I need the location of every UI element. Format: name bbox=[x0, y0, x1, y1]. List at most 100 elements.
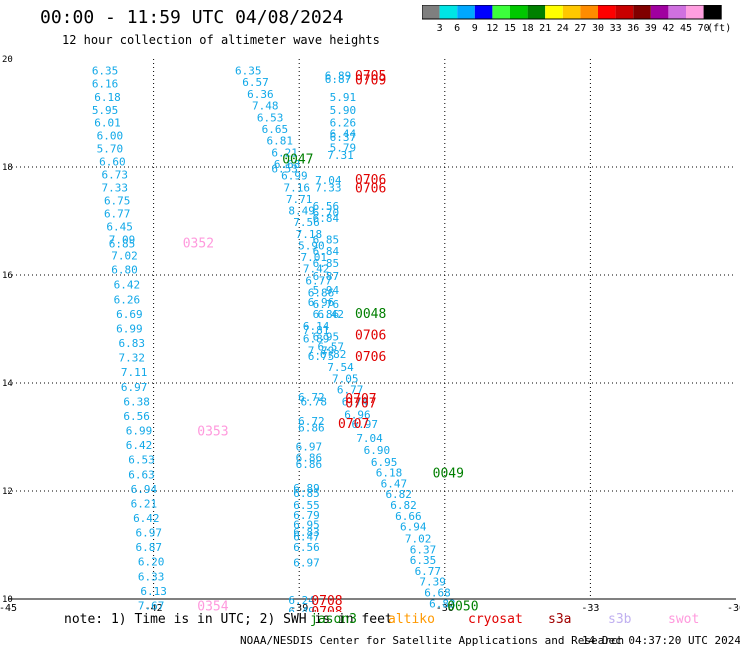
x-tick-label: -42 bbox=[145, 603, 163, 612]
color-swatch bbox=[562, 5, 581, 19]
color-swatch bbox=[686, 5, 704, 19]
pass-time-label: 0047 bbox=[282, 152, 313, 167]
color-swatch bbox=[615, 5, 634, 19]
swh-value-label: 7.32 bbox=[119, 352, 146, 365]
swh-value-label: 6.83 bbox=[293, 526, 320, 539]
color-swatch bbox=[633, 5, 651, 19]
swh-value-label: 6.74 bbox=[342, 395, 369, 408]
swh-value-label: 6.21 bbox=[271, 146, 298, 159]
swh-value-label: 6.68 bbox=[424, 587, 451, 600]
swh-value-label: 7.16 bbox=[284, 182, 311, 195]
color-swatch bbox=[422, 5, 440, 19]
colorbar-label: 9 bbox=[472, 23, 478, 34]
swh-value-label: 6.72 bbox=[298, 391, 325, 404]
swh-value-label: 6.57 bbox=[317, 340, 344, 353]
x-tick-label: -33 bbox=[581, 603, 599, 612]
swh-value-label: 6.70 bbox=[313, 206, 340, 219]
pass-time-label: 0706 bbox=[355, 182, 386, 197]
swh-value-label: 7.04 bbox=[315, 174, 342, 187]
swh-map: -45-42-39-36-33-301012141618206.356.166.… bbox=[0, 55, 740, 612]
swh-value-label: 6.65 bbox=[262, 123, 289, 136]
swh-value-label: 6.85 bbox=[293, 487, 320, 500]
swh-value-label: 6.81 bbox=[267, 135, 294, 148]
swh-value-label: 6.42 bbox=[126, 439, 153, 452]
swh-value-label: 6.14 bbox=[303, 320, 330, 333]
note-text: note: 1) Time is in UTC; 2) SWH is in fe… bbox=[64, 612, 393, 627]
colorbar-label: 30 bbox=[592, 23, 604, 34]
swh-value-label: 6.97 bbox=[135, 527, 162, 540]
swh-value-label: 6.76 bbox=[313, 298, 340, 311]
x-tick-label: -36 bbox=[436, 603, 454, 612]
swh-value-label: 6.38 bbox=[123, 395, 150, 408]
source-legend-altiko: altiko bbox=[388, 612, 435, 627]
colorbar-label: 6 bbox=[454, 23, 460, 34]
swh-value-label: 6.49 bbox=[288, 605, 315, 612]
color-swatch bbox=[598, 5, 616, 19]
swh-value-label: 7.79 bbox=[308, 345, 335, 358]
pass-time-label: 0353 bbox=[197, 425, 228, 440]
swh-value-label: 6.97 bbox=[121, 381, 148, 394]
color-swatch bbox=[527, 5, 546, 19]
pass-time-label: 0708 bbox=[311, 594, 342, 609]
swh-value-label: 6.45 bbox=[106, 220, 133, 233]
credit-text: NOAA/NESDIS Center for Satellite Applica… bbox=[240, 634, 625, 647]
swh-value-label: 7.56 bbox=[293, 216, 320, 229]
swh-value-label: 7.11 bbox=[121, 366, 148, 379]
y-tick-label: 18 bbox=[2, 163, 13, 173]
swh-value-label: 6.82 bbox=[320, 348, 347, 361]
swh-value-label: 6.86 bbox=[308, 286, 335, 299]
swh-value-label: 6.01 bbox=[94, 117, 121, 130]
swh-value-label: 6.42 bbox=[317, 308, 344, 321]
swh-value-label: 7.67 bbox=[138, 599, 165, 612]
color-legend: 3 6 9 12 15 18 21 24 27 30 33 36 39 42 45 70(ft) bbox=[422, 5, 731, 34]
swh-value-label: 7.71 bbox=[286, 193, 313, 206]
swh-value-label: 6.87 bbox=[135, 541, 162, 554]
swh-value-label: 7.02 bbox=[405, 533, 432, 546]
x-tick-label: -45 bbox=[0, 603, 17, 612]
swh-value-label: 6.77 bbox=[337, 383, 364, 396]
colorbar-label: 39 bbox=[645, 23, 657, 34]
swh-value-label: 6.42 bbox=[133, 512, 160, 525]
swh-value-label: 6.26 bbox=[114, 293, 141, 306]
swh-value-label: 6.85 bbox=[313, 257, 340, 270]
swh-value-label: 6.87 bbox=[313, 270, 340, 283]
color-swatch bbox=[439, 5, 458, 19]
swh-value-label: 7.81 bbox=[303, 324, 330, 337]
source-legend-swot: swot bbox=[668, 612, 700, 627]
swh-value-label: 6.53 bbox=[257, 111, 284, 124]
swh-value-label: 6.00 bbox=[97, 130, 124, 143]
swh-value-label: 6.87 bbox=[325, 73, 352, 86]
swh-value-label: 6.55 bbox=[293, 499, 320, 512]
swh-value-label: 6.96 bbox=[308, 296, 335, 309]
pass-time-label: 0707 bbox=[345, 396, 376, 411]
colorbar-label: 18 bbox=[522, 23, 534, 34]
swh-value-label: 6.66 bbox=[395, 510, 422, 523]
colorbar-label: 42 bbox=[662, 23, 674, 34]
color-swatch bbox=[580, 5, 598, 19]
swh-value-label: 6.89 bbox=[303, 333, 330, 346]
swh-value-label: 7.42 bbox=[303, 263, 330, 276]
color-swatch bbox=[703, 5, 722, 19]
colorbar-label: 70 bbox=[698, 23, 710, 34]
colorbar-label: 33 bbox=[610, 23, 622, 34]
swh-value-label: 6.13 bbox=[140, 585, 167, 598]
swh-value-label: 5.95 bbox=[92, 104, 119, 117]
colorbar-label: 12 bbox=[486, 23, 498, 34]
y-tick-label: 20 bbox=[2, 55, 13, 65]
swh-value-label: 5.70 bbox=[97, 143, 124, 156]
pass-time-label: 0709 bbox=[355, 74, 386, 89]
swh-value-label: 7.01 bbox=[301, 251, 328, 264]
swh-value-label: 6.86 bbox=[296, 458, 323, 471]
swh-value-label: 6.63 bbox=[128, 468, 155, 481]
source-legend-jason3: jason3 bbox=[310, 612, 357, 627]
swh-value-label: 5.90 bbox=[298, 239, 325, 252]
swh-value-label: 6.36 bbox=[247, 88, 274, 101]
colorbar-unit: (ft) bbox=[707, 23, 731, 34]
swh-value-label: 6.85 bbox=[313, 233, 340, 246]
swh-value-label: 6.44 bbox=[330, 128, 357, 141]
swh-value-label: 5.91 bbox=[330, 91, 357, 104]
colorbar-label: 21 bbox=[539, 23, 551, 34]
pass-time-label: 0706 bbox=[355, 328, 386, 343]
swh-value-label: 6.83 bbox=[429, 597, 456, 610]
colorbar-label: 3 bbox=[437, 23, 443, 34]
